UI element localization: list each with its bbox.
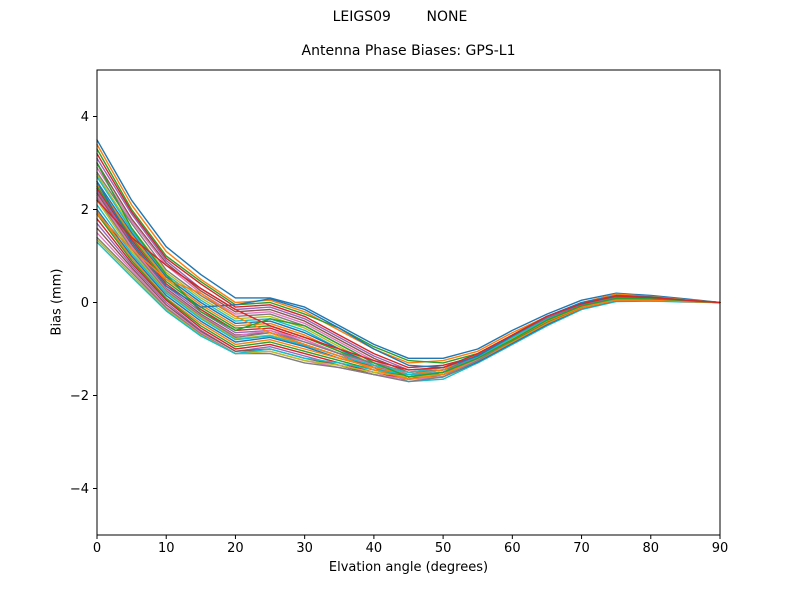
series-line — [96, 162, 721, 373]
x-tick-label: 40 — [366, 541, 383, 556]
suptitle: LEIGS09 NONE — [332, 9, 468, 25]
series-line — [96, 213, 721, 380]
y-axis-label: Bias (mm) — [49, 268, 65, 336]
series-line — [96, 199, 721, 371]
x-tick-label: 0 — [93, 541, 101, 556]
series-line — [96, 143, 721, 364]
x-tick-label: 20 — [227, 541, 244, 556]
series-line — [96, 162, 721, 378]
series-line — [96, 148, 721, 364]
y-tick-label: 0 — [81, 296, 89, 311]
series-line — [96, 176, 721, 383]
x-tick-label: 10 — [158, 541, 175, 556]
x-tick-label: 60 — [504, 541, 521, 556]
series-line — [96, 241, 721, 376]
y-tick-label: 2 — [81, 203, 89, 218]
series-line — [96, 139, 721, 359]
x-tick-label: 70 — [573, 541, 590, 556]
x-tick-label: 30 — [296, 541, 313, 556]
axes-title: Antenna Phase Biases: GPS-L1 — [301, 43, 516, 59]
y-tick-label: −2 — [70, 389, 89, 404]
series-line — [96, 180, 721, 378]
x-axis-label: Elvation angle (degrees) — [328, 560, 489, 575]
y-tick-label: 4 — [81, 110, 89, 125]
x-tick-label: 80 — [643, 541, 660, 556]
series-line — [96, 199, 721, 373]
x-tick-label: 90 — [712, 541, 729, 556]
series-line — [96, 157, 721, 371]
x-tick-label: 50 — [435, 541, 452, 556]
y-tick-label: −4 — [70, 482, 89, 497]
series-line — [96, 152, 721, 369]
